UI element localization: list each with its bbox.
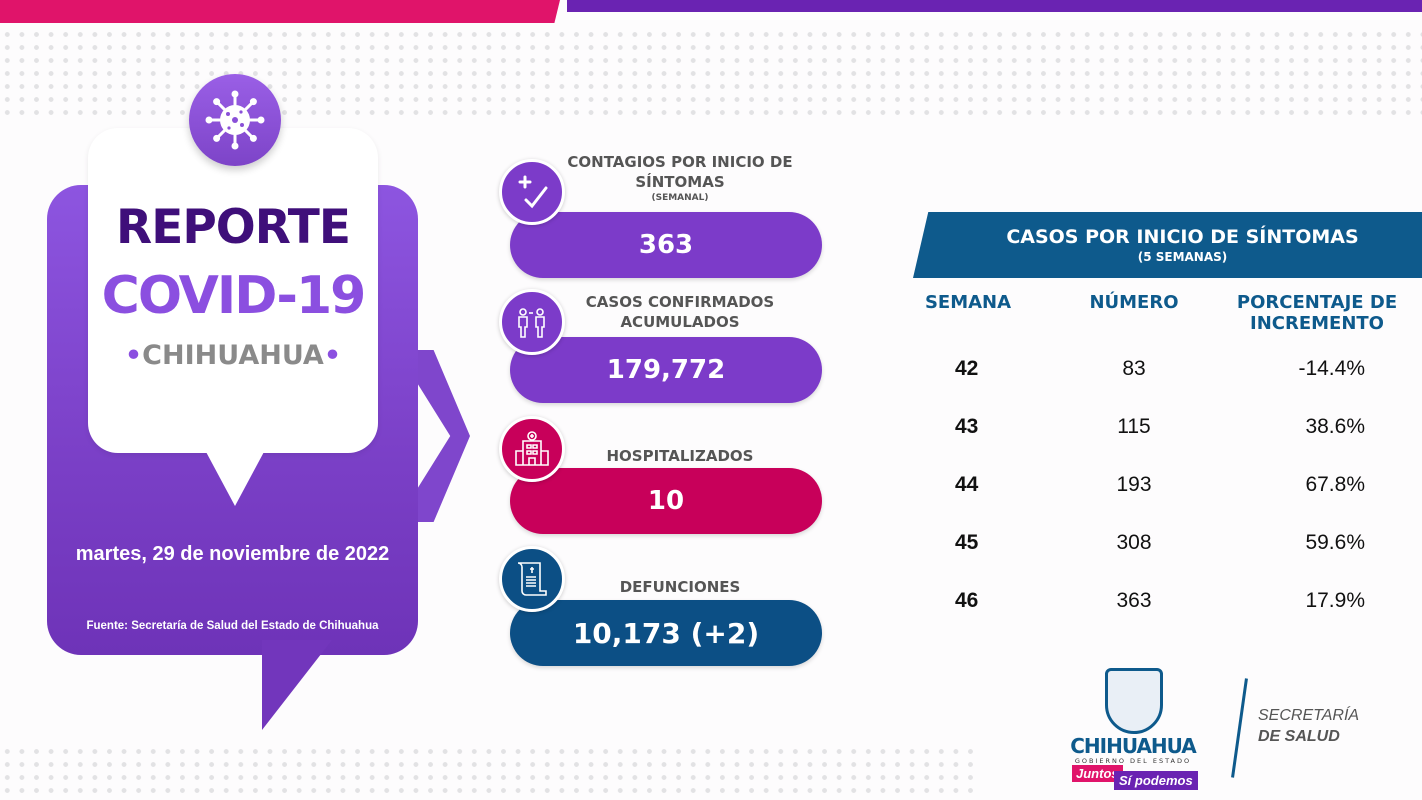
- cell-semana: 43: [955, 415, 979, 438]
- stat-value-defunciones: 10,173 (+2): [510, 600, 822, 666]
- cell-numero: 83: [1122, 357, 1146, 380]
- table-title-banner: CASOS POR INICIO DE SÍNTOMAS (5 SEMANAS): [913, 212, 1422, 278]
- chevron-right-icon: [418, 350, 470, 522]
- table-subtitle: (5 SEMANAS): [1137, 250, 1228, 264]
- cell-numero: 193: [1116, 473, 1152, 496]
- cell-semana: 45: [955, 531, 979, 554]
- col-header-numero: NÚMERO: [1089, 292, 1179, 313]
- cell-porcentaje: 59.6%: [1305, 531, 1365, 554]
- cell-semana: 44: [955, 473, 979, 496]
- stat-label-defunciones: DEFUNCIONES: [619, 578, 741, 596]
- certificate-scroll-icon: [499, 546, 565, 612]
- state-logo-subtext: GOBIERNO DEL ESTADO: [1074, 757, 1192, 765]
- stat-label-contagios: CONTAGIOS POR INICIO DE SÍNTOMAS (SEMANAL…: [567, 153, 793, 203]
- table-row: 45 308 59.6%: [913, 531, 1422, 561]
- logo-divider: [1231, 678, 1248, 778]
- slogan-juntos: Juntos: [1072, 765, 1123, 782]
- slogan-si-podemos: Sí podemos: [1114, 771, 1198, 790]
- card-pointer: [262, 640, 332, 730]
- table-row: 42 83 -14.4%: [913, 357, 1422, 387]
- title-bubble: [88, 128, 378, 453]
- stat-label-confirmados: CASOS CONFIRMADOS ACUMULADOS: [585, 293, 775, 331]
- col-header-semana: SEMANA: [924, 292, 1012, 313]
- report-region: •CHIHUAHUA•: [124, 340, 342, 371]
- cell-porcentaje: 17.9%: [1305, 589, 1365, 612]
- report-subtitle: COVID-19: [101, 266, 367, 326]
- cell-numero: 115: [1117, 415, 1151, 438]
- plus-check-icon: [499, 159, 565, 225]
- table-title: CASOS POR INICIO DE SÍNTOMAS: [1006, 226, 1359, 248]
- cell-semana: 46: [955, 589, 979, 612]
- stat-value-contagios: 363: [510, 212, 822, 278]
- top-purple-bar: [567, 0, 1422, 12]
- virus-icon: [189, 74, 281, 166]
- people-test-icon: [499, 289, 565, 355]
- table-row: 43 115 38.6%: [913, 415, 1422, 445]
- de-salud-text: DE SALUD: [1258, 728, 1340, 745]
- cell-numero: 363: [1116, 589, 1152, 612]
- report-date: martes, 29 de noviembre de 2022: [75, 543, 390, 565]
- cell-semana: 42: [955, 357, 979, 380]
- stat-label-hospitalizados: HOSPITALIZADOS: [606, 447, 754, 465]
- cell-porcentaje: -14.4%: [1298, 357, 1365, 380]
- cell-porcentaje: 38.6%: [1305, 415, 1365, 438]
- col-header-porcentaje: PORCENTAJE DE INCREMENTO: [1236, 292, 1398, 334]
- hospital-icon: [499, 416, 565, 482]
- region-text: CHIHUAHUA: [142, 340, 324, 371]
- stat-value-hospitalizados: 10: [510, 468, 822, 534]
- report-source: Fuente: Secretaría de Salud del Estado d…: [86, 620, 379, 632]
- cell-numero: 308: [1116, 531, 1152, 554]
- dot-pattern-bottom: [0, 745, 980, 800]
- top-pink-bar: [0, 0, 560, 23]
- state-coat-of-arms-logo: [1105, 668, 1163, 734]
- secretaria-text: SECRETARÍA: [1258, 707, 1360, 724]
- table-row: 46 363 17.9%: [913, 589, 1422, 619]
- report-title: REPORTE: [116, 200, 351, 255]
- cell-porcentaje: 67.8%: [1305, 473, 1365, 496]
- state-logo-text: CHIHUAHUA: [1070, 734, 1197, 758]
- stat-value-confirmados: 179,772: [510, 337, 822, 403]
- table-row: 44 193 67.8%: [913, 473, 1422, 503]
